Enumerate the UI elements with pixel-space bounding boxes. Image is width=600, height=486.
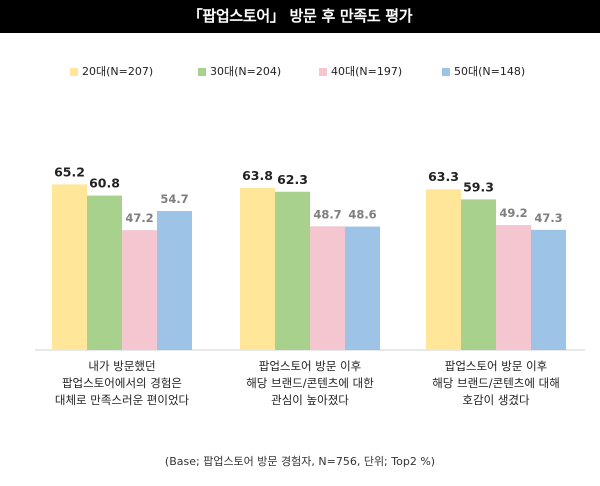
value-label-g1-50s: 54.7 xyxy=(160,192,188,206)
category-label-g1-line1: 내가 방문했던 xyxy=(88,359,155,373)
value-label-g2-40s: 48.7 xyxy=(313,207,341,221)
bar-g3-20s xyxy=(426,189,461,350)
legend-swatch-20s xyxy=(70,68,78,76)
category-label-g2-line3: 관심이 높아졌다 xyxy=(271,393,349,407)
bar-g1-30s xyxy=(87,195,122,350)
value-label-g3-40s: 49.2 xyxy=(499,206,527,220)
legend-swatch-30s xyxy=(198,68,206,76)
legend-label-20s: 20대(N=207) xyxy=(82,65,154,78)
value-label-g3-50s: 47.3 xyxy=(534,211,562,225)
value-label-g1-30s: 60.8 xyxy=(89,176,120,191)
value-label-g3-30s: 59.3 xyxy=(463,179,494,194)
category-label-g2-line1: 팝업스토어 방문 이후 xyxy=(259,359,362,373)
value-label-g2-30s: 62.3 xyxy=(277,172,308,187)
legend-label-40s: 40대(N=197) xyxy=(331,65,403,78)
bar-g1-20s xyxy=(52,184,87,350)
legend-swatch-40s xyxy=(319,68,327,76)
legend-label-30s: 30대(N=204) xyxy=(210,65,282,78)
legend-swatch-50s xyxy=(442,68,450,76)
bar-g3-30s xyxy=(461,199,496,350)
bar-g2-20s xyxy=(240,187,275,350)
chart-title: 「팝업스토어」 방문 후 만족도 평가 xyxy=(0,0,600,33)
bar-g3-50s xyxy=(531,229,566,350)
category-label-g3-line3: 호감이 생겼다 xyxy=(462,393,530,407)
value-label-g3-20s: 63.3 xyxy=(428,169,459,184)
bar-g2-50s xyxy=(345,226,380,350)
legend: 20대(N=207) 30대(N=204) 40대(N=197) 50대(N=1… xyxy=(0,64,600,80)
category-label-g3-line2: 해당 브랜드/콘텐츠에 대해 xyxy=(432,376,560,390)
category-label-g1-line2: 팝업스토어에서의 경험은 xyxy=(62,376,182,390)
category-label-g1-line3: 대체로 만족스러운 편이었다 xyxy=(55,393,190,407)
bar-g3-40s xyxy=(496,225,531,350)
bar-g1-50s xyxy=(157,211,192,350)
bar-g2-30s xyxy=(275,191,310,350)
value-label-g1-20s: 65.2 xyxy=(54,164,85,179)
value-label-g2-20s: 63.8 xyxy=(242,168,273,183)
value-label-g2-50s: 48.6 xyxy=(348,208,376,222)
category-label-g2-line2: 해당 브랜드/콘텐츠에 대한 xyxy=(246,376,374,390)
value-label-g1-40s: 47.2 xyxy=(125,211,153,225)
bar-g2-40s xyxy=(310,226,345,350)
legend-label-50s: 50대(N=148) xyxy=(454,65,526,78)
category-label-g3-line1: 팝업스토어 방문 이후 xyxy=(445,359,548,373)
base-note: (Base; 팝업스토어 방문 경험자, N=756, 단위; Top2 %) xyxy=(164,455,436,468)
bar-g1-40s xyxy=(122,230,157,350)
